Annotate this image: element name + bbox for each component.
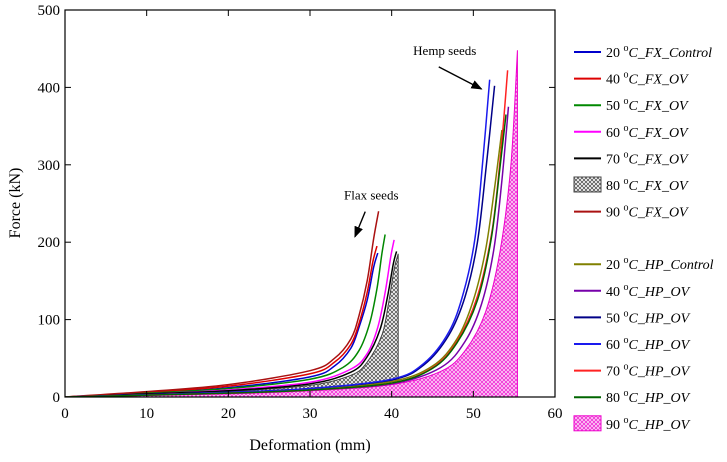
annotation-label-0: Flax seeds — [344, 188, 399, 203]
annotations-layer: Flax seeds Hemp seeds — [344, 43, 483, 238]
legend-label-2: 50 oC_FX_OV — [606, 96, 689, 114]
legend-label-7: 20 oC_HP_Control — [606, 255, 714, 273]
lines-layer — [65, 70, 510, 397]
fills-layer — [65, 50, 518, 397]
legend-label-4: 70 oC_FX_OV — [606, 149, 689, 167]
x-tick-label-2: 20 — [221, 406, 236, 422]
series-line-11 — [65, 70, 509, 397]
series-area-5 — [65, 253, 399, 397]
legend-label-0: 20 oC_FX_Control — [606, 43, 712, 61]
legend-label-10: 60 oC_HP_OV — [606, 335, 691, 353]
x-tick-label-1: 10 — [139, 406, 154, 422]
x-axis-title: Deformation (mm) — [249, 437, 370, 454]
x-axis: 0 10 20 30 40 50 60 — [61, 10, 563, 422]
series-line-2 — [65, 234, 386, 397]
series-line-4 — [65, 251, 398, 397]
legend-label-3: 60 oC_FX_OV — [606, 123, 689, 141]
x-tick-label-3: 30 — [303, 406, 318, 422]
series-line-9 — [65, 85, 496, 397]
legend-label-12: 80 oC_HP_OV — [606, 388, 691, 406]
y-axis: 0 100 200 300 400 500 — [38, 3, 555, 406]
series-line-8 — [65, 106, 510, 397]
annotation-arrow-1 — [438, 66, 483, 90]
series-line-10 — [65, 79, 491, 397]
legend: 20 oC_FX_Control 40 oC_FX_OV 50 oC_FX_OV 60… — [573, 43, 714, 433]
y-tick-label-5: 500 — [38, 3, 61, 19]
series-line-0 — [65, 252, 379, 397]
y-tick-label-3: 300 — [38, 158, 61, 174]
x-tick-label-6: 60 — [548, 406, 563, 422]
series-area-13 — [65, 50, 518, 397]
legend-label-6: 90 oC_FX_OV — [606, 203, 689, 221]
legend-label-8: 40 oC_HP_OV — [606, 282, 691, 300]
series-line-3 — [65, 239, 395, 397]
y-axis-title: Force (kN) — [7, 168, 24, 239]
legend-swatch-13 — [573, 415, 602, 432]
y-tick-label-2: 200 — [38, 235, 61, 251]
y-tick-label-1: 100 — [38, 313, 61, 329]
x-tick-label-4: 40 — [384, 406, 399, 422]
y-tick-label-4: 400 — [38, 80, 61, 96]
annotation-arrow-0 — [354, 211, 366, 238]
legend-label-5: 80 oC_FX_OV — [606, 176, 689, 194]
legend-swatch-5 — [573, 176, 602, 193]
legend-label-13: 90 oC_HP_OV — [606, 415, 691, 433]
series-line-6 — [65, 211, 380, 397]
x-tick-label-5: 50 — [466, 406, 481, 422]
y-tick-label-0: 0 — [53, 390, 61, 406]
legend-label-1: 40 oC_FX_OV — [606, 70, 689, 88]
legend-label-11: 70 oC_HP_OV — [606, 362, 691, 380]
x-tick-label-0: 0 — [61, 406, 69, 422]
series-line-12 — [65, 114, 507, 397]
legend-label-9: 50 oC_HP_OV — [606, 308, 691, 326]
series-line-1 — [65, 245, 378, 397]
series-line-7 — [65, 129, 503, 397]
annotation-label-1: Hemp seeds — [413, 43, 476, 58]
